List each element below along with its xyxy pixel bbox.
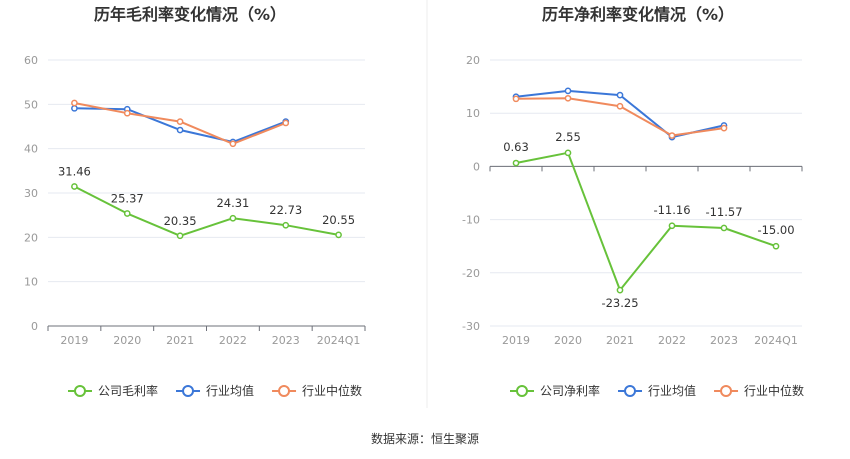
y-tick-label: 10 [24,276,38,289]
y-tick-label: -30 [462,320,480,333]
data-point [668,132,676,139]
data-point [616,286,624,294]
legend-item-industry-median-marker [278,385,291,397]
legend-item-industry-median-marker [720,385,733,397]
data-label: 20.35 [164,214,197,228]
data-label: -11.16 [653,203,690,217]
data-label: 20.55 [322,213,355,227]
x-tick-label: 2021 [166,334,194,347]
data-point [123,210,131,217]
chart-title: 历年毛利率变化情况（%） [94,5,286,24]
data-point [282,221,290,229]
data-point [123,109,131,117]
data-label: -11.57 [705,205,742,219]
data-point [282,119,290,127]
data-point [616,91,624,99]
y-tick-label: 60 [24,54,38,67]
data-label: 24.31 [216,196,249,210]
data-point [564,87,572,95]
data-point [176,232,184,240]
data-point [720,124,728,132]
data-point [772,242,780,250]
data-point [512,95,520,103]
data-label: 31.46 [58,165,91,179]
y-tick-label: -10 [462,214,480,227]
data-point [71,183,78,190]
x-tick-label: 2024Q1 [754,334,798,347]
y-tick-label: 0 [31,320,38,333]
y-tick-label: 20 [24,231,38,244]
data-point [720,224,728,232]
legend-item-company-label: 公司净利率 [540,383,600,398]
y-tick-label: 10 [466,107,480,120]
series-line-industry-avg [74,107,287,143]
data-point [229,214,237,222]
data-point [616,102,624,110]
x-tick-label: 2020 [113,334,141,347]
data-point [335,231,342,239]
data-point [564,149,572,157]
data-label: 25.37 [111,192,144,206]
x-tick-label: 2022 [658,334,686,347]
legend-item-industry-avg-label: 行业均值 [206,383,254,398]
data-label: 0.63 [503,140,529,154]
data-label: -15.00 [757,223,794,237]
data-label: 22.73 [269,203,302,217]
legend-item-industry-avg-marker [624,385,637,397]
data-point [668,222,676,230]
data-point [512,159,520,167]
x-tick-label: 2022 [219,334,247,347]
data-point [176,126,184,134]
legend-item-company-label: 公司毛利率 [98,383,158,398]
legend-item-company-marker [74,385,86,397]
legend-item-industry-avg-label: 行业均值 [648,383,696,398]
x-tick-label: 2019 [502,334,530,347]
series-line-company [73,185,339,237]
legend-item-industry-avg-marker [182,385,195,397]
y-tick-label: 0 [473,160,480,173]
y-tick-label: 40 [24,143,38,156]
y-tick-label: 50 [24,98,38,111]
x-tick-label: 2023 [272,334,300,347]
y-tick-label: 30 [24,187,38,200]
source-note: 数据来源：恒生聚源 [371,431,479,446]
data-point [176,118,184,125]
data-point [229,140,237,148]
chart-title: 历年净利率变化情况（%） [542,5,734,24]
data-label: 2.55 [555,130,581,144]
series-line-company [515,151,777,292]
x-tick-label: 2019 [60,334,88,347]
x-tick-label: 2021 [606,334,634,347]
legend-item-industry-median-label: 行业中位数 [302,383,362,398]
data-label: -23.25 [601,296,638,310]
data-point [71,99,78,107]
legend-item-company-marker [516,385,528,397]
legend-item-industry-median-label: 行业中位数 [744,383,804,398]
x-tick-label: 2024Q1 [317,334,361,347]
data-point [71,104,78,112]
y-tick-label: -20 [462,267,480,280]
data-point [564,94,572,102]
y-tick-label: 20 [466,54,480,67]
x-tick-label: 2020 [554,334,582,347]
x-tick-label: 2023 [710,334,738,347]
